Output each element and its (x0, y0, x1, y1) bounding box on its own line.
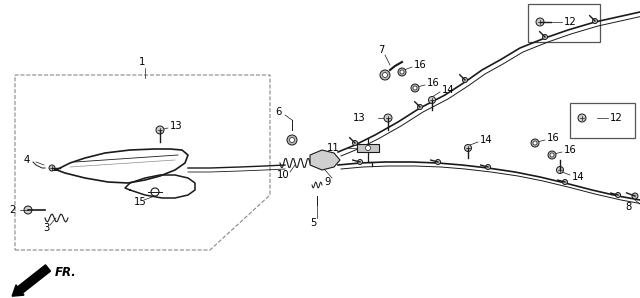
Circle shape (380, 70, 390, 80)
Circle shape (543, 35, 547, 40)
Text: 5: 5 (310, 218, 316, 228)
Circle shape (632, 193, 638, 199)
Text: 13: 13 (170, 121, 182, 131)
Text: 3: 3 (43, 223, 49, 233)
Text: FR.: FR. (55, 266, 77, 279)
Circle shape (289, 137, 294, 142)
Text: 2: 2 (9, 205, 15, 215)
Circle shape (550, 153, 554, 157)
FancyArrow shape (12, 265, 51, 296)
Circle shape (593, 18, 598, 24)
Text: 10: 10 (276, 170, 289, 180)
Circle shape (429, 97, 435, 103)
Circle shape (411, 84, 419, 92)
Text: 11: 11 (327, 143, 340, 153)
Circle shape (435, 159, 440, 164)
Circle shape (365, 145, 371, 150)
Text: 7: 7 (378, 45, 384, 55)
Circle shape (49, 165, 55, 171)
Circle shape (24, 206, 32, 214)
Circle shape (557, 167, 563, 173)
Circle shape (548, 151, 556, 159)
Circle shape (563, 179, 568, 184)
Circle shape (384, 114, 392, 122)
Circle shape (398, 68, 406, 76)
Circle shape (358, 159, 362, 164)
Text: 1: 1 (139, 57, 145, 67)
Text: 4: 4 (24, 155, 30, 165)
Text: 16: 16 (427, 78, 440, 88)
Text: 12: 12 (564, 17, 577, 27)
Text: 12: 12 (610, 113, 623, 123)
Circle shape (417, 105, 422, 109)
Circle shape (531, 139, 539, 147)
Circle shape (287, 135, 297, 145)
Text: 6: 6 (275, 107, 281, 117)
Circle shape (383, 72, 387, 77)
Circle shape (156, 126, 164, 134)
Circle shape (486, 164, 490, 170)
Text: 16: 16 (547, 133, 560, 143)
Circle shape (616, 193, 621, 198)
Text: 15: 15 (134, 197, 147, 207)
Text: 8: 8 (625, 202, 631, 212)
Circle shape (400, 70, 404, 74)
Polygon shape (357, 144, 379, 152)
Polygon shape (310, 150, 340, 170)
Circle shape (413, 86, 417, 90)
Circle shape (353, 140, 358, 145)
Circle shape (465, 145, 472, 151)
Text: 9: 9 (325, 177, 331, 187)
Circle shape (578, 114, 586, 122)
Text: 14: 14 (572, 172, 584, 182)
Text: 14: 14 (442, 85, 454, 95)
Text: 13: 13 (353, 113, 366, 123)
Text: 16: 16 (564, 145, 577, 155)
Circle shape (536, 18, 544, 26)
Text: 14: 14 (480, 135, 493, 145)
Circle shape (533, 141, 537, 145)
Text: 16: 16 (414, 60, 427, 70)
Circle shape (463, 77, 467, 83)
